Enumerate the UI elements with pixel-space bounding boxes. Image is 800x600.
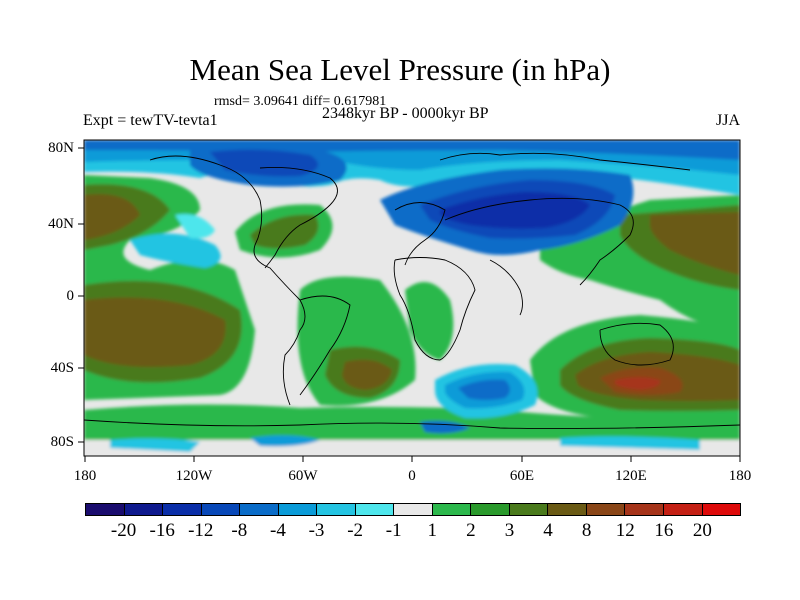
colorbar-label: 20 [692, 520, 712, 541]
colorbar-label: -8 [231, 520, 248, 541]
colorbar-segment-15 [663, 504, 703, 515]
colorbar-label: 1 [427, 520, 438, 541]
coastline-south-america-east [299, 295, 351, 396]
x-tick-60w: 60W [288, 468, 318, 484]
x-tick-60e: 60E [509, 468, 535, 484]
colorbar-segment-5 [278, 504, 318, 515]
y-tick-80n: 80N [48, 140, 74, 156]
coastline-layer [84, 152, 740, 430]
coastline-australia [599, 322, 674, 366]
colorbar [85, 503, 741, 516]
colorbar-label: 16 [654, 520, 674, 541]
stats-label: rmsd= 3.09641 diff= 0.617981 [214, 94, 387, 109]
contour-pacific-nw-brown [84, 194, 140, 240]
contour-south-indian-blue [458, 379, 510, 400]
contour-north-atlantic-olive [250, 214, 319, 249]
y-tick-40n: 40N [48, 216, 74, 232]
colorbar-segment-13 [586, 504, 626, 515]
x-tick-180e: 180 [728, 468, 752, 484]
contour-south-atlantic-brown [342, 359, 392, 390]
colorbar-segment-11 [509, 504, 549, 515]
coastline-north-america-east [259, 167, 338, 269]
colorbar-label: 3 [504, 520, 515, 541]
coastline-africa [393, 257, 476, 361]
contour-eurasia-deepblue [440, 192, 590, 229]
coastline-asia [444, 197, 634, 286]
x-tick-0: 0 [408, 468, 416, 484]
colorbar-label: -4 [270, 520, 286, 541]
colorbar-label: -1 [385, 520, 402, 541]
contour-fill-layer [84, 140, 740, 456]
coastline-india [489, 259, 523, 316]
contour-north-pacific-cyan [130, 233, 221, 268]
experiment-label: Expt = tewTV-tevta1 [83, 112, 218, 129]
colorbar-segment-3 [201, 504, 241, 515]
colorbar-label: 12 [615, 520, 635, 541]
chart-title: Mean Sea Level Pressure (in hPa) [189, 52, 611, 87]
colorbar-segment-4 [240, 504, 279, 515]
colorbar-segment-8 [394, 504, 433, 515]
contour-antarctic-cyan-east [560, 436, 700, 450]
x-tick-120w: 120W [175, 468, 213, 484]
colorbar-segment-2 [163, 504, 202, 515]
colorbar-label: -20 [110, 520, 137, 541]
colorbar-label: -3 [308, 520, 325, 541]
colorbar-segment-10 [471, 504, 510, 515]
coastline-arctic [439, 152, 691, 171]
x-tick-120e: 120E [615, 468, 647, 484]
colorbar-label: 4 [543, 520, 553, 541]
colorbar-segment-12 [548, 504, 587, 515]
contour-africa-green [405, 282, 454, 360]
colorbar-label: -12 [188, 520, 214, 541]
y-tick-80s: 80S [50, 434, 74, 450]
y-tick-40s: 40S [50, 360, 74, 376]
axis-ticks [78, 147, 741, 462]
season-label: JJA [716, 112, 741, 129]
contour-southern-ocean-green [84, 404, 740, 440]
x-tick-180w: 180 [73, 468, 97, 484]
contour-north-america-darkblue [210, 149, 318, 177]
contour-antarctic-cyan [110, 438, 200, 452]
colorbar-segment-6 [317, 504, 356, 515]
colorbar-label: -2 [347, 520, 364, 541]
colorbar-label: 8 [581, 520, 592, 541]
colorbar-segment-1 [124, 504, 164, 515]
colorbar-label: 2 [466, 520, 476, 541]
contour-antarctic-blue-spot [250, 435, 320, 447]
colorbar-segment-0 [86, 504, 125, 515]
contour-south-pacific-brown [84, 297, 226, 368]
period-label: 2348kyr BP - 0000kyr BP [322, 105, 489, 122]
contour-north-pacific-lightcyan [175, 214, 215, 239]
colorbar-label: -16 [149, 520, 175, 541]
contour-arctic-blue [84, 140, 740, 160]
y-tick-0: 0 [66, 288, 75, 304]
coastline-antarctica [84, 419, 740, 430]
colorbar-segment-16 [702, 504, 741, 515]
colorbar-segment-9 [432, 504, 472, 515]
coastline-europe [394, 202, 446, 266]
coastline-americas-west [149, 155, 306, 406]
colorbar-segment-14 [625, 504, 664, 515]
colorbar-segment-7 [355, 504, 395, 515]
contour-south-indian-red [615, 377, 661, 390]
contour-west-pacific-brown [650, 212, 740, 275]
